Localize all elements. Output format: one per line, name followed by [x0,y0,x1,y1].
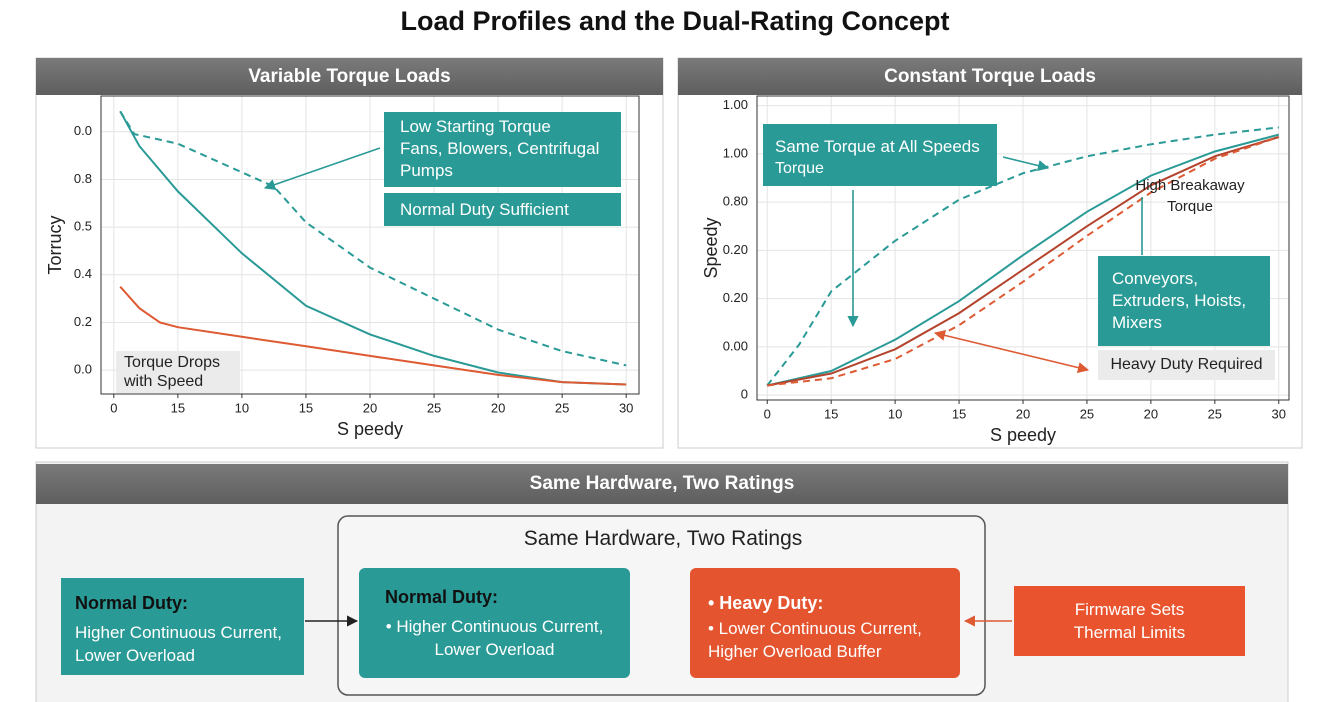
y-tick-label: 0.5 [74,219,92,234]
plot-frame [100,95,640,395]
x-axis-label: S peedy [337,419,403,439]
group-title: Same Hardware, Two Ratings [523,527,803,550]
box-text: Higher Continuous Current, Lower Overloa… [75,623,282,665]
panel-title: Variable Torque Loads [36,58,663,95]
x-tick-label: 20 [1144,406,1158,421]
y-tick-label: 0.20 [723,242,748,257]
y-tick-label: 0.4 [74,266,92,281]
series-line [119,110,627,386]
x-tick-label: 15 [952,406,966,421]
y-tick-label: 0.2 [74,314,92,329]
annotation-line: Torque [775,160,824,177]
y-tick-label: 0.20 [723,290,748,305]
page-title: Load Profiles and the Dual-Rating Concep… [400,6,950,36]
series-line [119,286,627,386]
arrows [263,147,1143,627]
x-tick-label: 0 [110,400,117,415]
x-tick-label: 10 [888,406,902,421]
rating-box: • Heavy Duty: • Lower Continuous Current… [690,568,960,678]
y-tick-label: 0.00 [723,338,748,353]
x-tick-label: 30 [1272,406,1286,421]
arrow [263,147,381,190]
series-line [766,126,1279,387]
arrow [1002,156,1050,172]
x-tick-label: 25 [427,400,441,415]
x-tick-label: 20 [491,400,505,415]
y-tick-label: 0.80 [723,194,748,209]
x-tick-label: 15 [171,400,185,415]
x-tick-label: 25 [555,400,569,415]
series-line [766,133,1280,387]
x-tick-label: 20 [1016,406,1030,421]
x-tick-label: 10 [235,400,249,415]
series-line [767,136,1280,387]
x-tick-label: 30 [619,400,633,415]
box-title: Normal Duty: [385,587,499,607]
panel-title: Same Hardware, Two Ratings [36,464,1288,504]
y-axis-label: Torrucy [45,215,65,274]
rating-box: Normal Duty: Higher Continuous Current, … [61,578,304,675]
box-text: • Higher Continuous Current, Lower Overl… [385,617,604,659]
annotation: Heavy Duty Required [1098,350,1275,380]
y-tick-label: 0.8 [74,171,92,186]
x-tick-label: 0 [764,406,771,421]
x-tick-label: 25 [1208,406,1222,421]
y-tick-label: 0 [741,387,748,402]
series-line [767,136,1280,387]
annotation: Same Torque at All Speeds Torque [763,124,997,186]
panel [677,57,1303,449]
annotation: Low Starting Torque Fans, Blowers, Centr… [384,112,621,187]
annotation-line: Fans, Blowers, Centrifugal Pumps [400,139,600,180]
y-tick-label: 0.0 [74,362,92,377]
annotation: Torque Drops with Speed [116,351,240,393]
panel-title: Constant Torque Loads [678,58,1302,95]
rating-box: Firmware Sets Thermal Limits [1014,586,1245,656]
y-tick-label: 0.0 [74,123,92,138]
annotation-line: Low Starting Torque [400,117,551,136]
plot-frame [756,95,1290,401]
y-tick-label: 1.00 [723,145,748,160]
box-text: • Lower Continuous Current, Higher Overl… [708,619,922,661]
x-tick-label: 15 [299,400,313,415]
x-tick-label: 15 [824,406,838,421]
annotation-line: Same Torque at All Speeds [775,137,980,156]
box-title: • Heavy Duty: [708,593,824,613]
rating-box: Normal Duty: • Higher Continuous Current… [359,568,630,678]
charts: 0.00.20.40.50.80.00 15 10 15 20 25 20 25 30S pee… [45,95,1290,445]
annotation: High Breakaway Torque [1135,177,1245,215]
y-tick-label: 1.00 [723,97,748,112]
x-tick-label: 25 [1080,406,1094,421]
x-tick-label: 20 [363,400,377,415]
y-axis-label: Speedy [701,217,721,278]
arrow [933,329,1090,374]
annotation: Conveyors, Extruders, Hoists, Mixers [1098,256,1270,346]
box-title: Normal Duty: [75,593,189,613]
annotation: Normal Duty Sufficient [384,193,621,226]
x-axis-label: S peedy [990,425,1056,445]
